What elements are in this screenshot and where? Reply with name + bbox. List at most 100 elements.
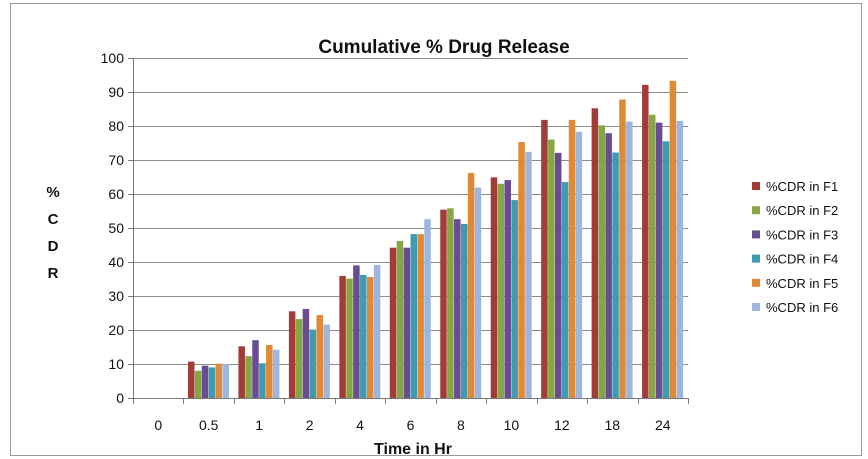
legend-swatch [752, 230, 760, 239]
y-tick-label: 80 [108, 118, 124, 134]
bar [591, 108, 599, 398]
x-tick-label: 8 [457, 417, 465, 433]
bar [626, 121, 633, 398]
bar [288, 311, 296, 398]
y-tick-label: 70 [108, 152, 124, 168]
bar [309, 329, 317, 398]
bar [201, 365, 209, 398]
legend-swatch [752, 303, 760, 311]
bar [272, 349, 280, 398]
y-tick-label: 50 [108, 220, 124, 236]
bar [366, 276, 374, 398]
x-tick-label: 6 [407, 417, 415, 433]
bar [467, 172, 475, 398]
legend-label: %CDR in F1 [766, 179, 838, 194]
bar [511, 200, 518, 398]
bar [424, 219, 431, 398]
bar [360, 274, 367, 398]
legend-swatch [752, 182, 760, 190]
bar [339, 275, 346, 398]
y-axis-label-char: D [48, 238, 59, 255]
bar [295, 319, 303, 398]
bar [238, 346, 245, 398]
y-tick-label: 100 [101, 50, 125, 66]
x-tick-labels: 0 0.5 1 2 4 6 8 10 12 18 24 [154, 417, 670, 433]
bar [561, 182, 569, 398]
x-tick-label: 10 [504, 417, 520, 433]
bar [525, 151, 532, 398]
x-tick-label: 4 [356, 417, 364, 433]
axis-layer [128, 58, 689, 404]
bar [460, 223, 468, 398]
legend-label: %CDR in F2 [766, 203, 838, 218]
bar [669, 80, 677, 398]
legend: %CDR in F1 %CDR in F2 %CDR in F3 %CDR in F4… [752, 179, 838, 315]
bar [648, 114, 656, 398]
y-axis-label: % CDR [46, 184, 59, 282]
x-tick-label: 12 [554, 417, 570, 433]
y-axis-label-char: % [46, 184, 59, 201]
legend-swatch [752, 278, 760, 287]
bar [208, 367, 216, 398]
y-tick-label: 30 [108, 288, 124, 304]
legend-swatch [752, 254, 760, 263]
bar [474, 187, 482, 398]
bar [259, 363, 266, 398]
y-axis-label-char: R [48, 265, 59, 282]
bar [568, 119, 576, 398]
bar [302, 308, 310, 398]
bar [490, 177, 498, 398]
bar [619, 99, 626, 398]
legend-label: %CDR in F4 [766, 252, 838, 267]
legend-label: %CDR in F5 [766, 276, 838, 291]
y-tick-label: 60 [108, 186, 124, 202]
bar [548, 139, 555, 398]
x-tick-label: 0.5 [199, 417, 219, 433]
bar [215, 363, 223, 398]
y-tick-label: 10 [108, 356, 124, 372]
bar [252, 340, 259, 398]
legend-swatch [752, 206, 760, 215]
bar [541, 119, 548, 398]
bar [504, 180, 512, 398]
bar [346, 278, 353, 398]
legend-label: %CDR in F3 [766, 227, 838, 242]
x-tick-label: 0 [154, 417, 162, 433]
y-tick-label: 0 [116, 390, 124, 406]
y-tick-label: 90 [108, 84, 124, 100]
bar [605, 133, 612, 398]
x-tick-label: 24 [655, 417, 671, 433]
bar [575, 131, 583, 398]
chart-title: Cumulative % Drug Release [318, 37, 569, 58]
bar [389, 247, 397, 398]
bar [403, 247, 411, 398]
y-tick-label: 20 [108, 322, 124, 338]
x-tick-label: 2 [306, 417, 314, 433]
chart-frame [10, 3, 862, 456]
bar [396, 240, 404, 398]
bar [612, 152, 619, 398]
bar [187, 361, 195, 398]
bar [194, 370, 202, 398]
bar [497, 183, 505, 398]
bar [353, 265, 360, 398]
bar [410, 234, 417, 398]
y-axis-label-char: C [48, 211, 59, 228]
bar-layer [187, 80, 684, 399]
bar [554, 152, 562, 398]
bar [454, 219, 461, 398]
x-axis-label: Time in Hr [374, 441, 452, 458]
bar [245, 356, 252, 398]
bar [676, 120, 684, 399]
bar [417, 234, 424, 398]
bar [266, 344, 273, 398]
y-tick-label: 40 [108, 254, 124, 270]
bar [222, 364, 229, 398]
y-tick-labels: 0 10 20 30 40 50 60 70 80 90 100 [101, 50, 125, 406]
bar [642, 84, 649, 399]
bar [323, 324, 330, 398]
bar [440, 209, 447, 398]
bar [655, 122, 663, 398]
bar [598, 125, 606, 398]
